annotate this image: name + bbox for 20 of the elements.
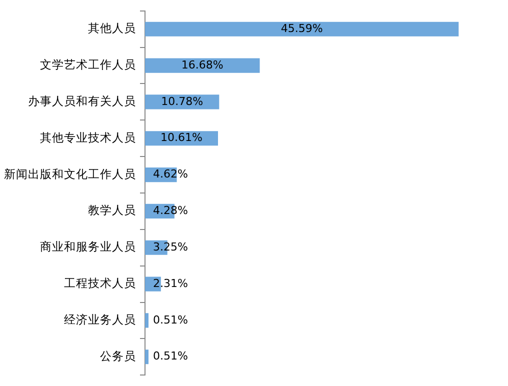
y-tick-label: 文学艺术工作人员 (40, 58, 136, 72)
y-tick-label: 其他人员 (88, 21, 136, 36)
data-label: 10.61% (160, 131, 202, 144)
bar (145, 58, 260, 73)
data-label: 10.78% (161, 94, 204, 108)
y-tick-label: 其他专业技术人员 (40, 130, 136, 144)
bar (145, 22, 459, 36)
data-label: 45.59% (280, 22, 323, 35)
data-label: 0.51% (152, 313, 188, 326)
y-tick-label: 工程技术人员 (64, 276, 136, 290)
y-tick-label: 新闻出版和文化工作人员 (4, 166, 136, 181)
y-tick-label: 经济业务人员 (64, 312, 136, 326)
y-tick-label: 办事人员和有关人员 (28, 94, 136, 108)
bar (145, 350, 149, 364)
y-tick-label: 教学人员 (88, 203, 136, 218)
data-label: 0.51% (152, 350, 188, 363)
y-tick-label: 公务员 (100, 348, 136, 363)
y-tick-label: 商业和服务业人员 (40, 240, 136, 254)
bar (145, 313, 149, 328)
data-label: 16.68% (181, 58, 224, 72)
